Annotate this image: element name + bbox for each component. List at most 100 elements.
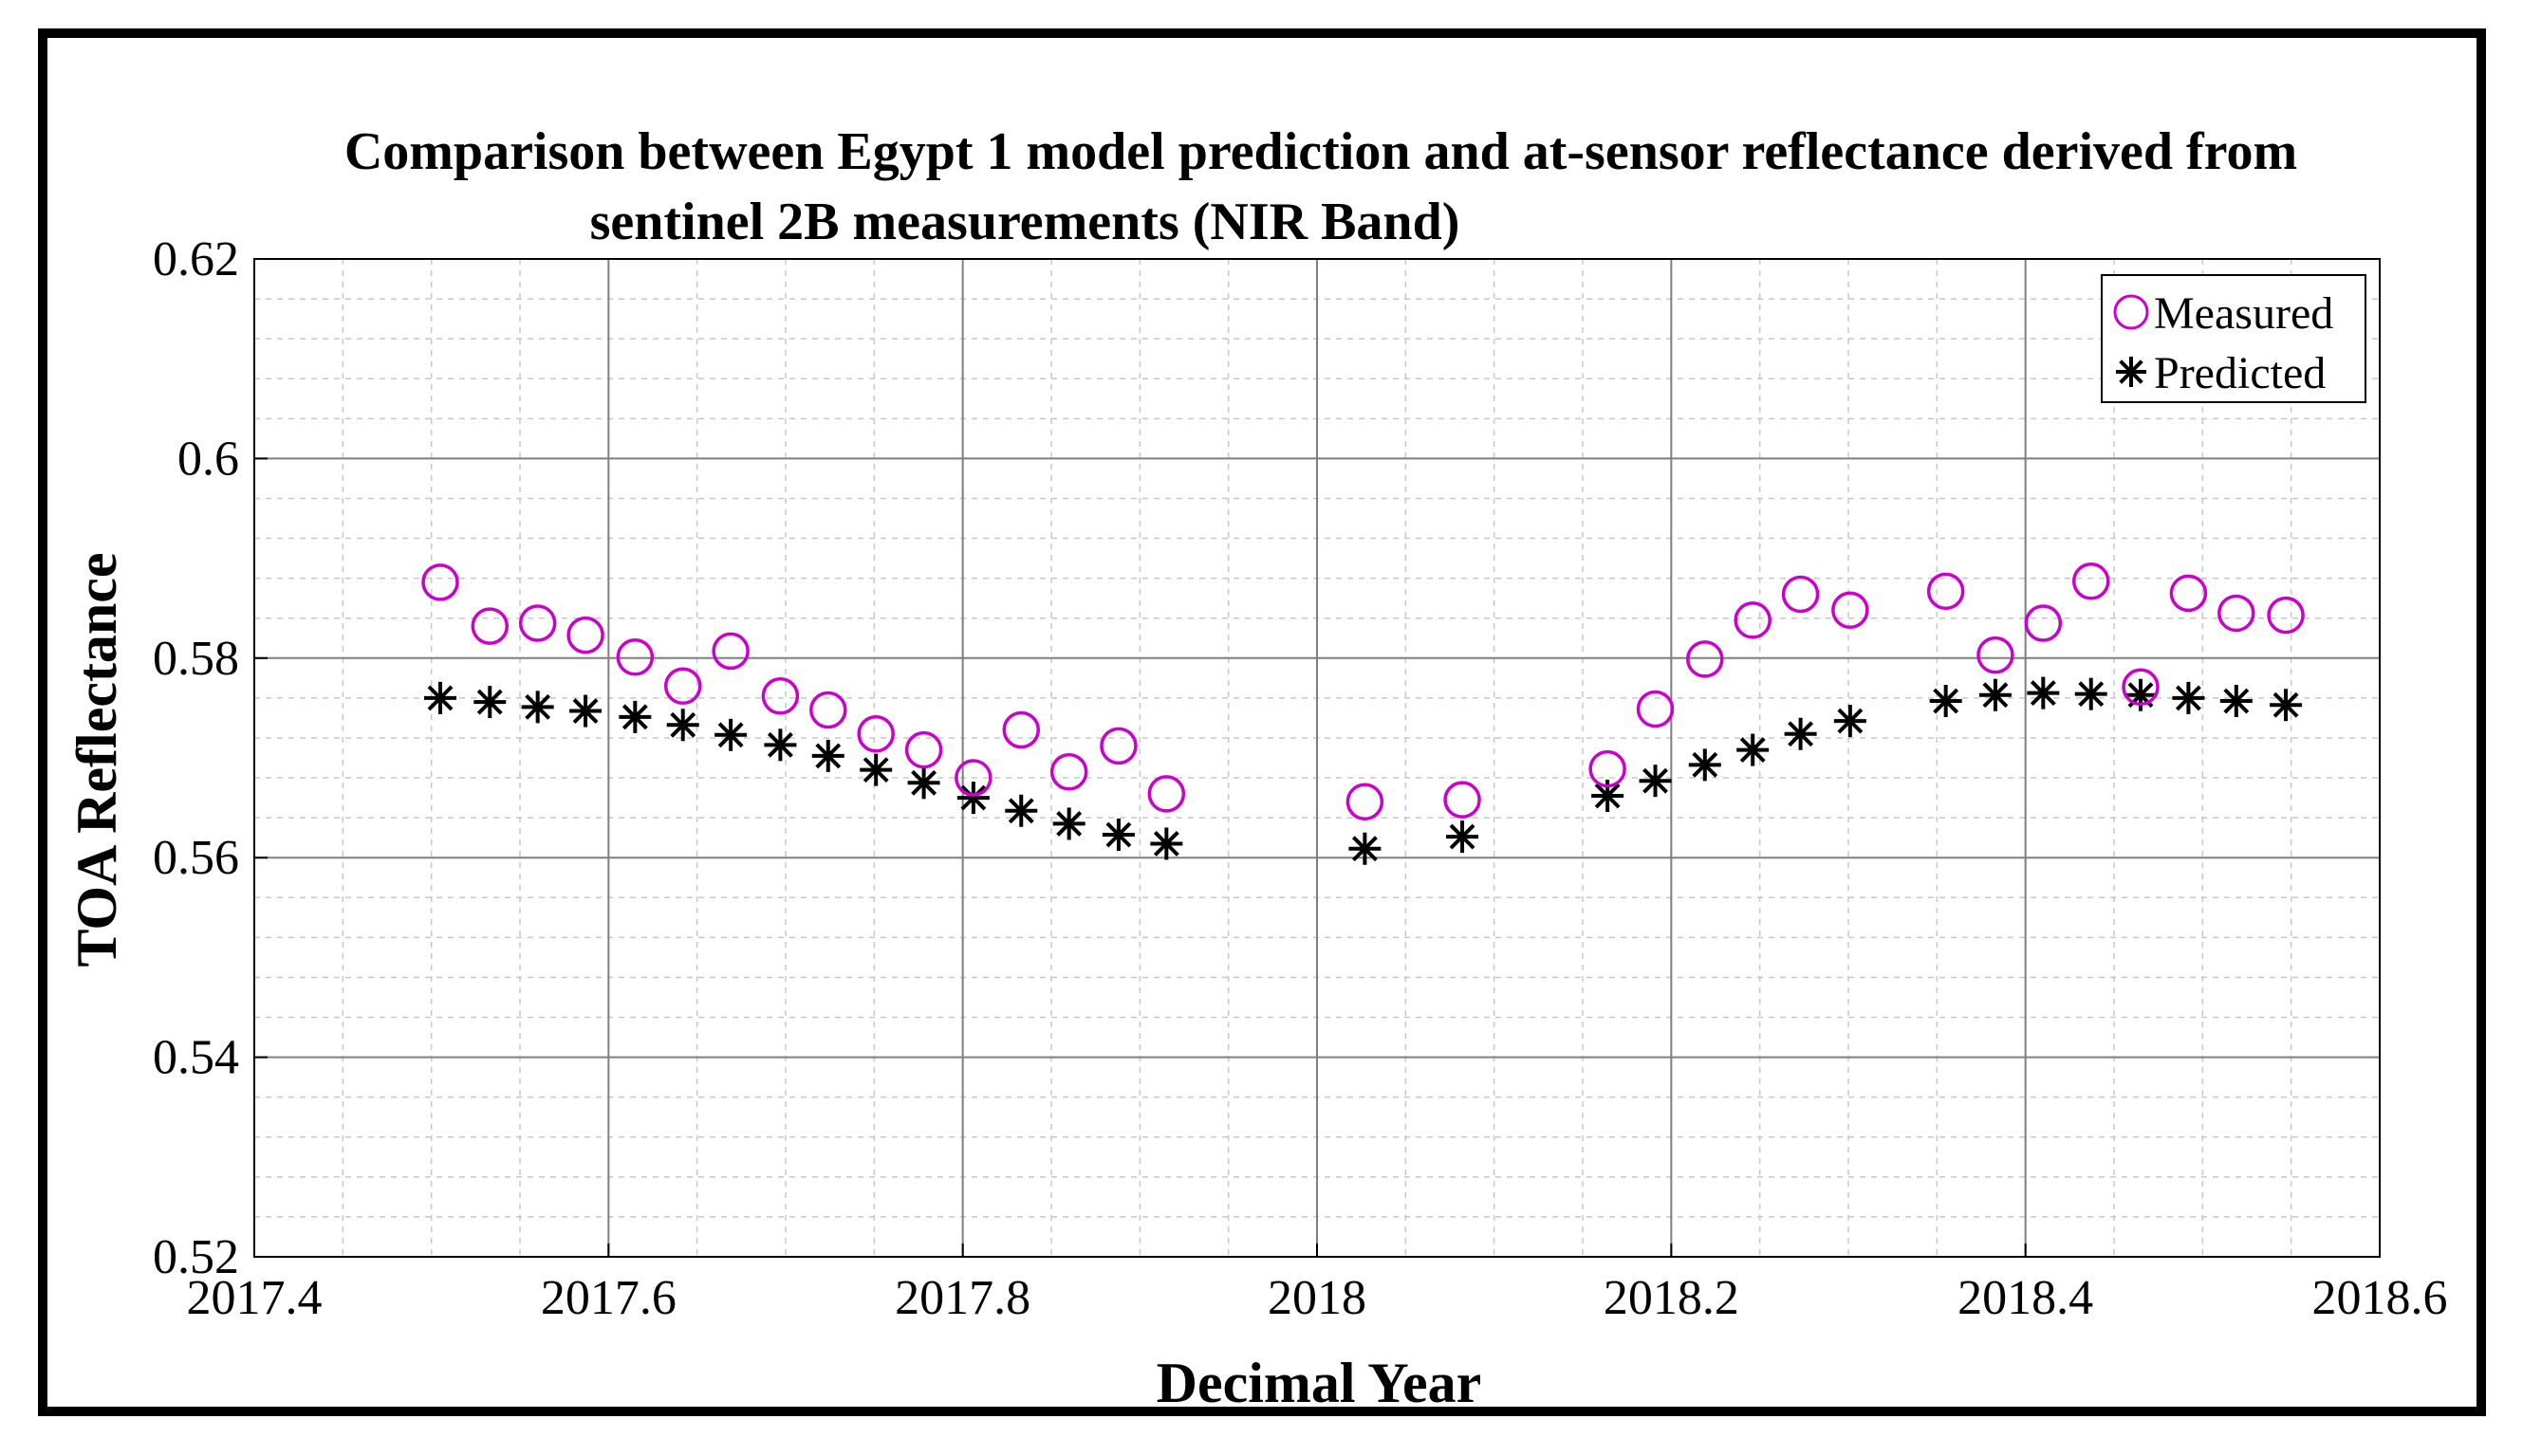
chart-title-line-1: Comparison between Egypt 1 model predict… <box>344 122 2297 181</box>
y-tick-label: 0.54 <box>153 1031 239 1085</box>
asterisk-stroke <box>815 743 842 769</box>
predicted-point <box>1005 794 1038 827</box>
asterisk-stroke <box>1056 810 1083 837</box>
measured-point <box>2024 604 2063 642</box>
predicted-point <box>2270 689 2303 722</box>
asterisk-stroke <box>1008 798 1034 824</box>
measured-point <box>1100 727 1138 765</box>
measured-point <box>2122 668 2160 707</box>
measured-point <box>471 607 510 645</box>
x-axis-label: Decimal Year <box>1157 1352 1482 1414</box>
legend-box <box>2101 274 2366 403</box>
measured-point <box>1636 690 1675 728</box>
predicted-point <box>860 753 893 786</box>
y-tick-label: 0.6 <box>177 432 239 486</box>
measured-point <box>955 759 993 797</box>
predicted-point <box>1639 765 1672 798</box>
major-grid <box>253 258 2381 1258</box>
predicted-point <box>2074 677 2107 710</box>
predicted-point <box>1833 705 1866 738</box>
predicted-point <box>2124 678 2157 711</box>
predicted-point <box>1150 827 1183 860</box>
predicted-point <box>569 694 603 728</box>
asterisk-stroke <box>1153 831 1179 857</box>
asterisk-stroke <box>911 769 937 796</box>
asterisk-stroke <box>476 689 503 715</box>
asterisk-stroke <box>1933 688 1959 714</box>
asterisk-stroke <box>2175 685 2201 711</box>
asterisk-stroke <box>1739 737 1766 764</box>
x-tick-label: 2018.6 <box>2312 1271 2448 1325</box>
predicted-point <box>1688 748 1721 782</box>
measured-point <box>1686 640 1724 678</box>
y-axis-label: TOA Reflectance <box>65 552 128 967</box>
measured-point <box>712 632 750 671</box>
measured-point <box>1345 783 1384 821</box>
predicted-point <box>956 782 990 815</box>
measured-point <box>1831 591 1869 630</box>
x-tick-label: 2017.6 <box>541 1271 677 1325</box>
y-tick-label: 0.56 <box>153 831 239 885</box>
predicted-point <box>2027 676 2060 710</box>
asterisk-stroke <box>1982 682 2009 709</box>
asterisk-stroke <box>2030 680 2056 707</box>
predicted-point <box>473 686 507 719</box>
asterisk-stroke <box>2078 681 2105 708</box>
x-tick-label: 2018.4 <box>1957 1271 2093 1325</box>
predicted-point <box>1978 678 2012 711</box>
measured-point <box>566 616 604 654</box>
y-tick-label: 0.52 <box>153 1230 239 1284</box>
asterisk-stroke <box>1105 821 1132 848</box>
legend-asterisk-shape <box>2116 357 2146 387</box>
legend-measured-label: Measured <box>2154 288 2333 339</box>
predicted-point <box>1348 832 1382 865</box>
asterisk-stroke <box>2273 691 2299 718</box>
legend-asterisk-icon <box>2116 357 2146 387</box>
asterisk-stroke <box>427 685 454 711</box>
predicted-point <box>764 728 797 762</box>
predicted-point <box>424 681 456 714</box>
predicted-point <box>1784 717 1817 750</box>
asterisk-stroke <box>572 698 599 724</box>
asterisk-stroke <box>863 757 889 783</box>
measured-point <box>421 563 459 601</box>
x-tick-label: 2017.4 <box>187 1271 323 1325</box>
measured-point <box>1049 752 1088 791</box>
predicted-point <box>619 700 652 733</box>
measured-point <box>2071 562 2110 600</box>
legend: Measured Predicted <box>2101 274 2366 403</box>
measured-point <box>857 715 895 753</box>
predicted-point <box>714 718 748 751</box>
measured-point <box>2217 594 2255 633</box>
asterisk-stroke <box>960 784 987 811</box>
measured-point <box>1002 710 1041 749</box>
measured-point <box>1588 749 1626 788</box>
measured-point <box>1781 575 1820 614</box>
asterisk-stroke <box>1642 767 1668 794</box>
predicted-point <box>1736 733 1770 766</box>
predicted-point <box>1102 819 1135 852</box>
predicted-point <box>2172 681 2205 714</box>
measured-point <box>1926 572 1965 611</box>
asterisk-stroke <box>2119 359 2143 384</box>
data-marks <box>421 562 2305 865</box>
legend-circle-icon <box>2113 294 2149 330</box>
asterisk-stroke <box>1692 751 1718 778</box>
predicted-point <box>907 766 940 800</box>
asterisk-stroke <box>1837 708 1864 734</box>
legend-predicted-label: Predicted <box>2154 348 2326 398</box>
measured-point <box>2169 574 2208 613</box>
asterisk-stroke <box>767 731 793 758</box>
chart-title-line-2: sentinel 2B measurements (NIR Band) <box>590 193 1460 251</box>
measured-point <box>2267 596 2305 635</box>
measured-point <box>663 667 702 706</box>
asterisk-stroke <box>525 693 551 720</box>
measured-point <box>1443 781 1481 819</box>
x-tick-label: 2018.2 <box>1604 1271 1739 1325</box>
asterisk-stroke <box>1594 783 1621 809</box>
measured-point <box>809 691 847 729</box>
predicted-point <box>1052 807 1085 840</box>
measured-point <box>518 604 557 642</box>
predicted-point <box>1929 685 1962 718</box>
asterisk-stroke <box>670 711 696 738</box>
